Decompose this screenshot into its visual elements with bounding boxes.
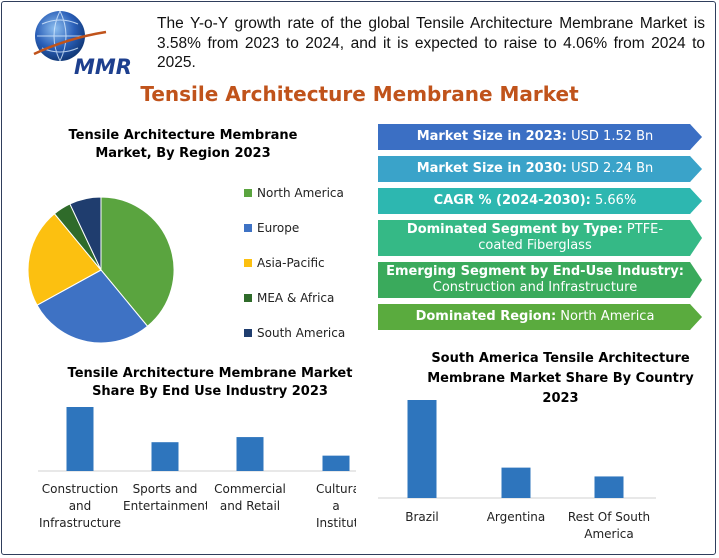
fact-text: Market Size in 2023: USD 1.52 Bn xyxy=(409,129,672,145)
fact-text: Market Size in 2030: USD 2.24 Bn xyxy=(409,161,672,177)
legend-swatch xyxy=(244,329,252,337)
fact-banner: Dominated Region: North America xyxy=(378,304,702,330)
end-use-chart-title: Tensile Architecture Membrane Market Sha… xyxy=(67,366,353,399)
fact-banner: Market Size in 2023: USD 1.52 Bn xyxy=(378,124,702,150)
fact-label: Emerging Segment by End-Use Industry: xyxy=(386,264,684,279)
legend-item: North America xyxy=(244,184,345,202)
intro-text: The Y-o-Y growth rate of the global Tens… xyxy=(157,15,705,71)
legend-item: Asia-Pacific xyxy=(244,254,345,272)
fact-text: Dominated Region: North America xyxy=(408,309,673,325)
fact-value: USD 2.24 Bn xyxy=(567,161,654,176)
fact-value: North America xyxy=(556,309,655,324)
country-chart-title: South America Tensile Architecture Membr… xyxy=(427,351,694,406)
legend-swatch xyxy=(244,189,252,197)
fact-banner: Dominated Segment by Type: PTFE-coated F… xyxy=(378,220,702,256)
bar-category-label: Commercial and Retail xyxy=(214,482,286,513)
bar-category-label: Construction and Infrastructure xyxy=(38,482,122,530)
fact-banner: CAGR % (2024-2030): 5.66% xyxy=(378,188,702,214)
fact-text: CAGR % (2024-2030): 5.66% xyxy=(426,193,655,209)
fact-label: CAGR % (2024-2030): xyxy=(433,193,591,208)
fact-value: USD 1.52 Bn xyxy=(567,129,654,144)
bar-category-label: Argentina xyxy=(486,510,546,524)
bar-category-label: Brazil xyxy=(405,510,439,524)
legend-item: South America xyxy=(244,324,345,342)
pie-chart-title: Tensile Architecture Membrane Market, By… xyxy=(68,128,298,161)
legend-swatch xyxy=(244,259,252,267)
fact-label: Dominated Region: xyxy=(415,309,557,324)
legend-label: Europe xyxy=(257,221,300,235)
legend-swatch xyxy=(244,294,252,302)
fact-text: Emerging Segment by End-Use Industry: Co… xyxy=(378,264,702,296)
fact-value: Construction and Infrastructure xyxy=(432,280,638,295)
fact-value: 5.66% xyxy=(590,193,637,208)
mmr-logo: MMR xyxy=(33,10,132,79)
pie-legend: North America Europe Asia-Pacific MEA & Afr… xyxy=(244,184,345,359)
legend-label: North America xyxy=(257,186,344,200)
fact-value: PTFE-coated Fiberglass xyxy=(478,222,664,253)
legend-item: Europe xyxy=(244,219,345,237)
legend-item: MEA & Africa xyxy=(244,289,345,307)
fact-label: Market Size in 2023: xyxy=(416,129,568,144)
fact-label: Dominated Segment by Type: xyxy=(406,222,623,237)
bar-category-label: Cultural a Institution xyxy=(316,482,356,530)
fact-banner: Emerging Segment by End-Use Industry: Co… xyxy=(378,262,702,298)
fact-banner: Market Size in 2030: USD 2.24 Bn xyxy=(378,156,702,182)
legend-label: South America xyxy=(257,326,346,340)
legend-label: MEA & Africa xyxy=(257,291,335,305)
legend-swatch xyxy=(244,224,252,232)
bar-category-label: Sports and Entertainment xyxy=(123,482,207,513)
fact-text: Dominated Segment by Type: PTFE-coated F… xyxy=(378,222,702,254)
legend-label: Asia-Pacific xyxy=(257,256,325,270)
bar-category-label: Rest Of South America xyxy=(567,510,651,541)
logo-text: MMR xyxy=(74,55,132,79)
main-title: Tensile Architecture Membrane Market xyxy=(140,82,579,106)
fact-label: Market Size in 2030: xyxy=(416,161,568,176)
